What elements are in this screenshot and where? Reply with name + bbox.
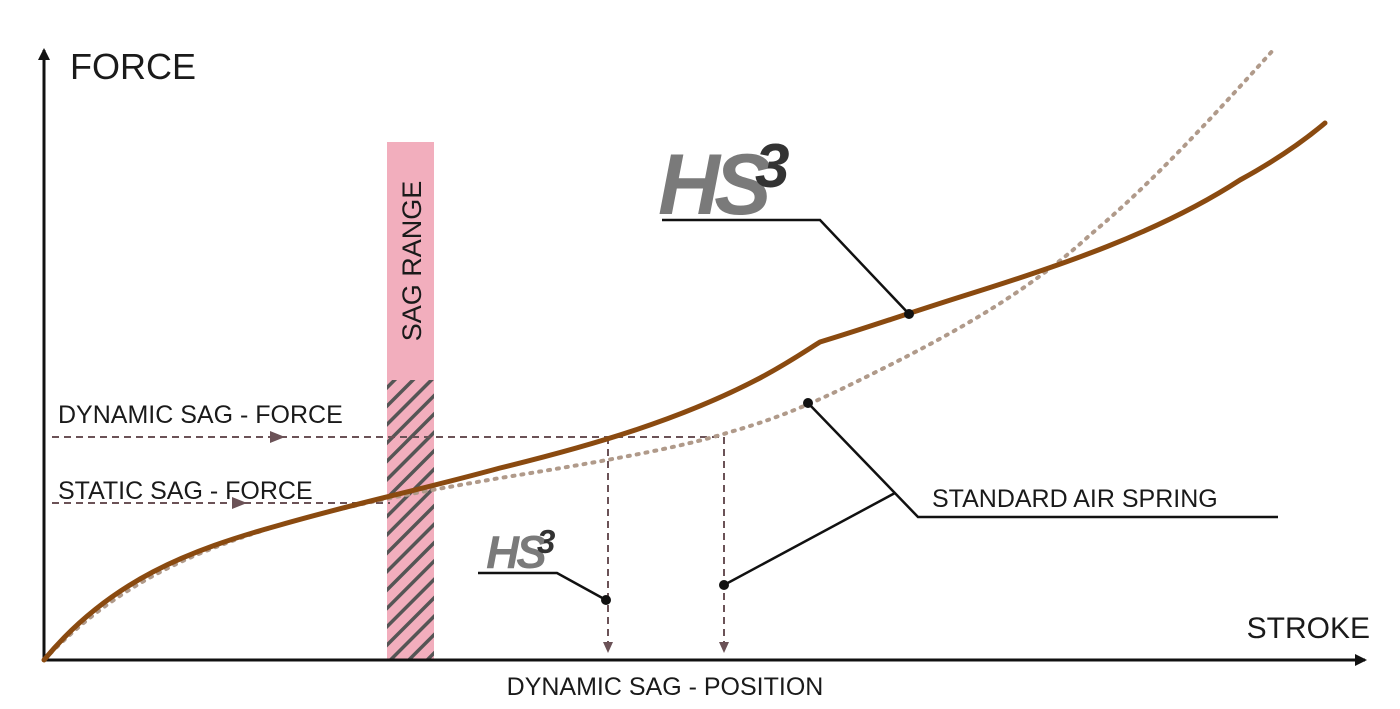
y-axis-label: FORCE — [70, 46, 196, 87]
dynamic-force-arrow — [270, 431, 285, 443]
static-sag-force-label: STATIC SAG - FORCE — [58, 477, 313, 505]
hs3-logo-small-superscript: 3 — [537, 523, 555, 560]
axes: FORCE STROKE — [38, 46, 1370, 666]
sag-range-band: SAG RANGE — [387, 142, 434, 660]
hs3-curve-dot — [904, 309, 914, 319]
sag-range-hatch — [387, 380, 434, 660]
hs3-small-callout-line — [478, 571, 607, 602]
hs3-logo-large: HS 3 — [658, 132, 789, 233]
standard-position-callout-line — [723, 491, 896, 587]
hs3-curve — [41, 120, 1328, 663]
static-force-arrow — [232, 497, 247, 509]
guide-lines — [52, 436, 729, 653]
hs3-logo-large-superscript: 3 — [755, 132, 789, 201]
standard-position-dot — [719, 580, 729, 590]
standard-air-spring-callout-line — [807, 402, 1278, 519]
sag-range-label: SAG RANGE — [397, 181, 427, 342]
hs3-position-dot — [601, 595, 611, 605]
hs3-logo-small-text: HS — [486, 526, 547, 578]
dynamic-sag-force-label: DYNAMIC SAG - FORCE — [58, 401, 343, 429]
x-axis-label: STROKE — [1247, 612, 1370, 645]
callouts — [478, 218, 1278, 602]
dynamic-sag-position-label: DYNAMIC SAG - POSITION — [507, 673, 824, 701]
standard-curve-dot — [803, 398, 813, 408]
hs3-logo-small: HS 3 — [486, 523, 555, 578]
guide-arrowheads — [232, 431, 285, 509]
sag-range-fill — [387, 142, 434, 380]
hs3-large-callout-line — [662, 218, 910, 315]
hs3-logo-large-text: HS — [658, 137, 771, 233]
standard-air-spring-label: STANDARD AIR SPRING — [932, 485, 1218, 513]
callout-dots — [601, 309, 914, 605]
